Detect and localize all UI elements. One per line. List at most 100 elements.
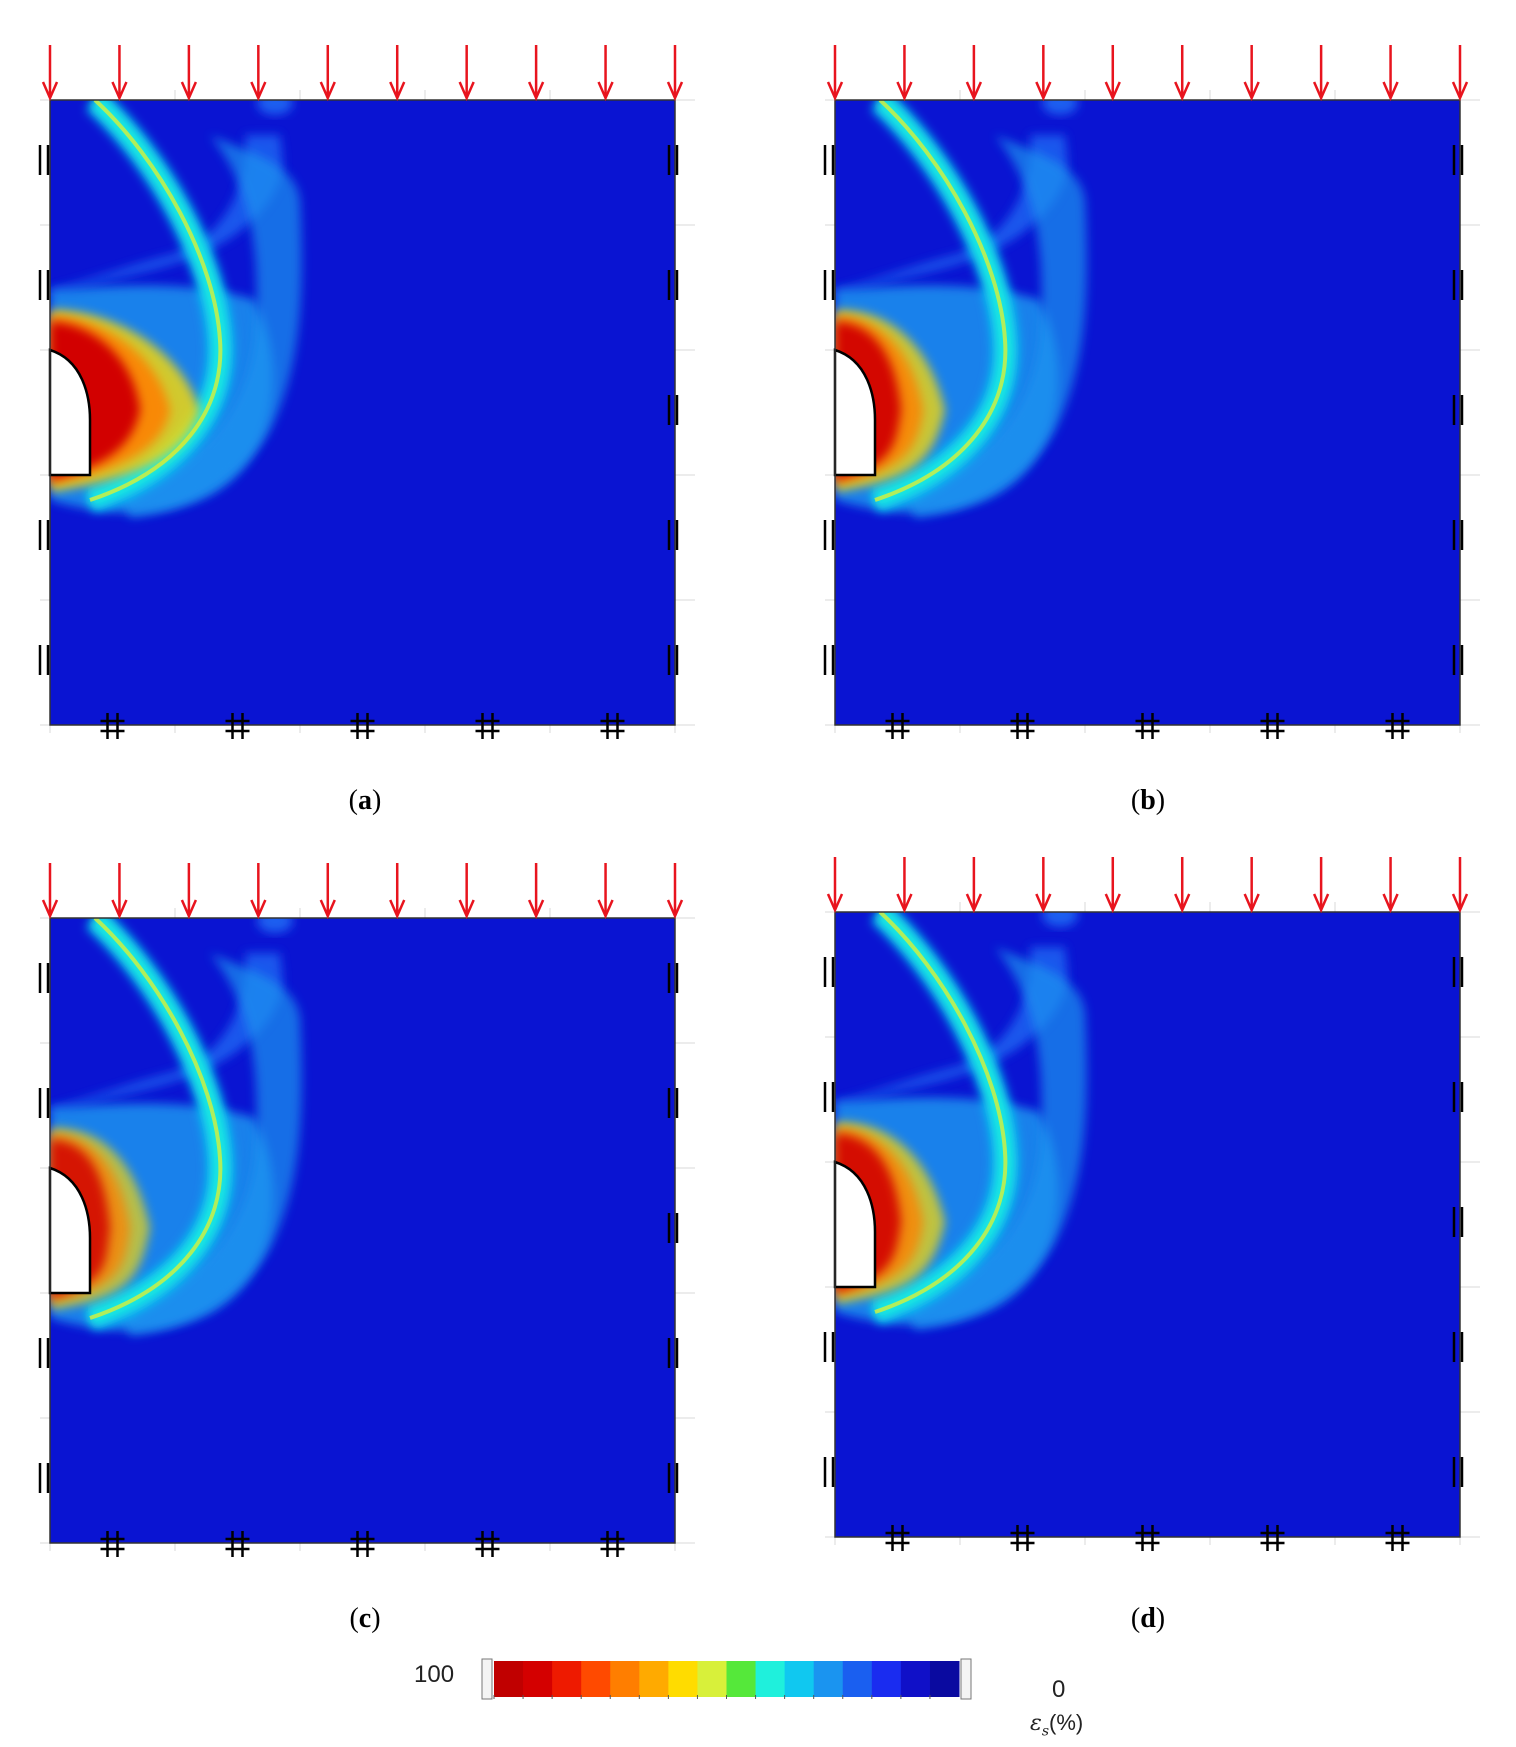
fixed-support: [1260, 713, 1285, 739]
load-arrow: [1104, 857, 1121, 914]
fixed-support: [600, 1531, 625, 1557]
load-arrows: [41, 863, 684, 920]
load-arrow: [389, 863, 406, 920]
fixed-support: [885, 713, 910, 739]
load-arrow: [389, 45, 406, 102]
roller-support-right: [667, 1463, 679, 1493]
load-arrow: [527, 863, 545, 920]
roller-support-left: [823, 1082, 835, 1112]
fixed-support: [885, 1525, 910, 1551]
load-arrow: [597, 45, 614, 102]
panel-c: [38, 858, 695, 1557]
load-arrow: [965, 857, 983, 914]
colorbar-end-cap: [481, 1658, 493, 1700]
shear-band-core: [89, 918, 223, 1320]
load-arrow: [1104, 45, 1121, 102]
roller-support-right: [1452, 395, 1464, 425]
roller-support-right: [667, 520, 679, 550]
roller-support-right: [667, 963, 679, 993]
roller-support-right: [1452, 957, 1464, 987]
load-arrow: [826, 45, 844, 102]
colorbar-segment: [610, 1661, 640, 1697]
roller-supports: [823, 957, 1464, 1487]
fixed-supports: [885, 1525, 1410, 1551]
tunnel-cavity: [833, 348, 877, 477]
strain-contour-plot: [38, 863, 695, 1557]
strain-contour-plot: [38, 45, 695, 739]
fixed-support: [1010, 713, 1035, 739]
roller-support-right: [1452, 145, 1464, 175]
zone-halo-outer: [120, 135, 302, 518]
caption-b: (b): [1130, 785, 1166, 816]
load-arrow: [1312, 857, 1330, 914]
roller-support-left: [823, 520, 835, 550]
panel-b: [823, 40, 1480, 739]
load-arrow: [1312, 45, 1330, 102]
roller-support-left: [38, 1463, 50, 1493]
caption-a: (a): [348, 785, 382, 816]
surface-disturbance: [257, 100, 293, 115]
zone-upper: [50, 953, 283, 1113]
fixed-support: [1010, 1525, 1035, 1551]
fixed-support: [100, 1531, 125, 1557]
zone-halo-outer: [905, 947, 1087, 1330]
colorbar-segment: [813, 1661, 844, 1697]
zone-halo-outer: [120, 953, 302, 1336]
load-arrow: [1451, 45, 1469, 102]
roller-support-left: [823, 145, 835, 175]
roller-support-left: [38, 645, 50, 675]
roller-support-left: [38, 963, 50, 993]
load-arrow: [319, 863, 336, 920]
load-arrow: [527, 45, 545, 102]
load-arrow: [319, 45, 336, 102]
colorbar-segment: [929, 1661, 960, 1697]
roller-support-right: [1452, 1082, 1464, 1112]
caption-c: (c): [349, 1603, 381, 1634]
surface-disturbance: [1042, 912, 1078, 927]
roller-support-right: [1452, 1457, 1464, 1487]
domain-border: [834, 99, 1461, 726]
colorbar-segment: [494, 1661, 524, 1697]
fixed-support: [1135, 713, 1160, 739]
load-arrows: [826, 857, 1469, 914]
fixed-support: [350, 1531, 375, 1557]
roller-support-left: [823, 1332, 835, 1362]
panel-a: [38, 40, 695, 739]
load-arrow: [180, 863, 198, 920]
fixed-support: [100, 713, 125, 739]
domain-border: [49, 917, 676, 1544]
domain-border: [834, 911, 1461, 1538]
load-arrows: [826, 45, 1469, 102]
colorbar-segment: [552, 1661, 582, 1697]
roller-support-right: [667, 145, 679, 175]
roller-support-left: [38, 270, 50, 300]
colorbar-segment: [581, 1661, 611, 1697]
load-arrow: [1174, 45, 1191, 102]
zone-upper: [835, 135, 1068, 295]
roller-support-right: [667, 645, 679, 675]
caption-d: (d): [1130, 1603, 1166, 1634]
zone-upper: [835, 947, 1068, 1107]
roller-support-right: [1452, 270, 1464, 300]
tunnel-cavity: [48, 1166, 92, 1295]
colorbar-segment: [784, 1661, 815, 1697]
roller-support-left: [823, 957, 835, 987]
fixed-support: [600, 713, 625, 739]
load-arrow: [1243, 857, 1260, 914]
fixed-support: [1385, 1525, 1410, 1551]
load-arrow: [826, 857, 844, 914]
surface-disturbance: [257, 918, 293, 933]
load-arrow: [896, 857, 913, 914]
colorbar-segment: [523, 1661, 553, 1697]
colorbar-min-label: 0: [1052, 1676, 1066, 1703]
load-arrow: [180, 45, 198, 102]
roller-support-right: [667, 1338, 679, 1368]
roller-support-left: [38, 145, 50, 175]
load-arrow: [41, 45, 59, 102]
roller-supports: [38, 963, 679, 1493]
load-arrow: [1035, 45, 1052, 102]
load-arrow: [41, 863, 59, 920]
fixed-supports: [100, 1531, 625, 1557]
colorbar-segment: [726, 1661, 757, 1697]
load-arrow: [111, 45, 128, 102]
